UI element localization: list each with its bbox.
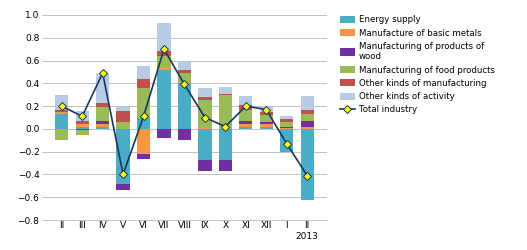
Bar xyxy=(96,124,109,126)
Bar xyxy=(280,129,294,152)
Bar xyxy=(96,107,109,121)
Bar xyxy=(260,106,273,112)
Legend: Energy supply, Manufacture of basic metals, Manufacturing of products of
wood, M: Energy supply, Manufacture of basic meta… xyxy=(339,15,494,114)
Bar xyxy=(300,114,314,121)
Bar xyxy=(178,70,191,73)
Bar xyxy=(260,115,273,122)
Bar xyxy=(198,160,211,171)
Bar xyxy=(158,129,171,138)
Bar xyxy=(158,52,171,56)
Bar xyxy=(300,129,314,200)
Bar xyxy=(75,126,89,129)
Bar xyxy=(55,110,69,112)
Bar xyxy=(75,124,89,126)
Bar xyxy=(55,114,69,129)
Bar xyxy=(260,124,273,126)
Bar xyxy=(75,121,89,124)
Bar xyxy=(219,160,232,171)
Bar xyxy=(137,66,150,79)
Bar xyxy=(116,129,130,184)
Bar xyxy=(75,129,89,130)
Bar xyxy=(55,129,69,140)
Bar xyxy=(96,126,109,129)
Bar xyxy=(137,129,150,154)
Bar xyxy=(280,122,294,126)
Bar xyxy=(300,121,314,126)
Bar xyxy=(198,97,211,100)
Bar xyxy=(260,126,273,129)
Bar xyxy=(300,126,314,129)
Bar xyxy=(96,103,109,107)
Bar xyxy=(75,111,89,121)
Bar xyxy=(55,95,69,110)
Bar xyxy=(219,95,232,129)
Bar xyxy=(158,23,171,52)
Bar xyxy=(96,73,109,103)
Bar xyxy=(178,129,191,140)
Bar xyxy=(178,82,191,83)
Bar xyxy=(300,96,314,110)
Bar xyxy=(158,68,171,70)
Bar xyxy=(260,122,273,124)
Bar xyxy=(239,124,252,126)
Bar xyxy=(280,119,294,122)
Bar xyxy=(280,116,294,119)
Bar xyxy=(158,56,171,68)
Bar xyxy=(198,128,211,129)
Bar xyxy=(158,70,171,129)
Bar xyxy=(178,73,191,82)
Bar xyxy=(137,88,150,118)
Bar xyxy=(300,110,314,114)
Bar xyxy=(178,83,191,129)
Bar xyxy=(239,121,252,124)
Bar xyxy=(137,118,150,129)
Bar xyxy=(116,111,130,122)
Bar xyxy=(55,112,69,114)
Bar xyxy=(116,184,130,190)
Bar xyxy=(116,107,130,111)
Bar xyxy=(239,110,252,121)
Bar xyxy=(260,112,273,115)
Bar xyxy=(219,94,232,95)
Bar xyxy=(178,60,191,70)
Bar xyxy=(137,154,150,158)
Bar xyxy=(239,126,252,129)
Bar xyxy=(219,87,232,94)
Bar xyxy=(239,96,252,105)
Bar xyxy=(137,79,150,88)
Bar xyxy=(198,88,211,97)
Bar xyxy=(198,129,211,160)
Bar xyxy=(239,105,252,110)
Bar xyxy=(280,128,294,129)
Bar xyxy=(219,129,232,160)
Bar xyxy=(96,121,109,124)
Bar xyxy=(116,122,130,129)
Bar xyxy=(198,100,211,128)
Bar xyxy=(280,126,294,128)
Bar xyxy=(75,130,89,134)
